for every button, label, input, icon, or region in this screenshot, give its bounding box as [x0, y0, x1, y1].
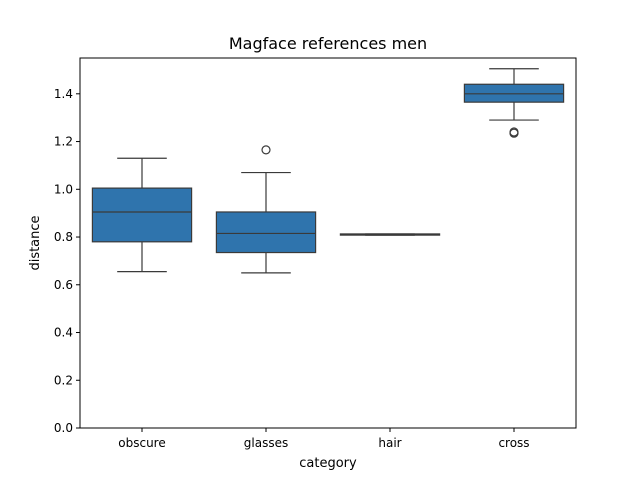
x-tick-label: cross [498, 436, 529, 450]
y-tick-label: 1.4 [54, 87, 73, 101]
y-tick-label: 0.0 [54, 421, 73, 435]
outlier-point [509, 127, 519, 137]
plot-area [79, 57, 577, 429]
y-axis-label: distance [28, 215, 43, 270]
box-iqr [91, 187, 193, 243]
box-hair [339, 233, 441, 236]
box-cross [463, 68, 565, 138]
x-tick-label: hair [378, 436, 401, 450]
box-iqr [215, 211, 317, 254]
box-glasses [215, 145, 317, 274]
x-axis: obscure glasses hair cross [118, 428, 530, 450]
y-tick-label: 0.4 [54, 326, 73, 340]
x-tick-label: glasses [244, 436, 288, 450]
y-tick-label: 0.6 [54, 278, 73, 292]
outlier-point [261, 145, 271, 155]
y-tick-label: 1.2 [54, 135, 73, 149]
y-tick-label: 1.0 [54, 182, 73, 196]
y-axis: 0.0 0.2 0.4 0.6 0.8 1.0 1.2 1.4 [54, 87, 80, 435]
chart-title: Magface references men [229, 34, 427, 53]
x-tick-label: obscure [118, 436, 165, 450]
y-tick-label: 0.2 [54, 373, 73, 387]
y-tick-label: 0.8 [54, 230, 73, 244]
boxes [91, 68, 565, 274]
box-obscure [91, 157, 193, 273]
x-axis-label: category [299, 456, 357, 471]
